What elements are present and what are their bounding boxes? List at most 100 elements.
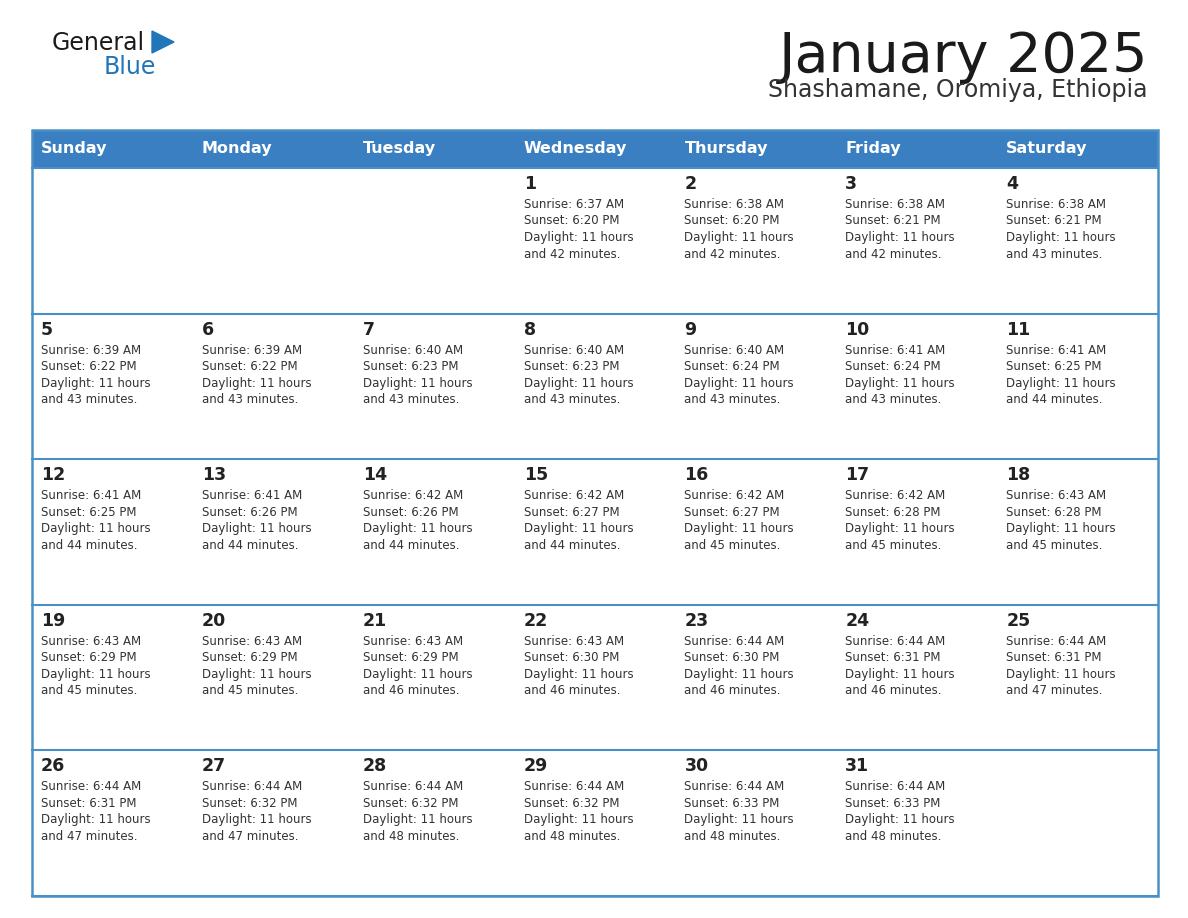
Text: and 47 minutes.: and 47 minutes. [42, 830, 138, 843]
Bar [836, 314, 997, 459]
Text: Sunset: 6:32 PM: Sunset: 6:32 PM [524, 797, 619, 810]
Text: and 43 minutes.: and 43 minutes. [1006, 248, 1102, 261]
Text: Sunrise: 6:44 AM: Sunrise: 6:44 AM [846, 635, 946, 648]
Bar [997, 605, 1158, 750]
Bar [32, 605, 192, 750]
Text: Sunrise: 6:44 AM: Sunrise: 6:44 AM [684, 635, 785, 648]
Text: and 43 minutes.: and 43 minutes. [524, 393, 620, 406]
Text: and 44 minutes.: and 44 minutes. [524, 539, 620, 552]
Text: 24: 24 [846, 611, 870, 630]
Text: Sunset: 6:20 PM: Sunset: 6:20 PM [684, 215, 781, 228]
Text: 3: 3 [846, 175, 858, 193]
Text: and 44 minutes.: and 44 minutes. [362, 539, 460, 552]
Text: Daylight: 11 hours: Daylight: 11 hours [1006, 522, 1116, 535]
Text: Daylight: 11 hours: Daylight: 11 hours [202, 667, 311, 681]
Bar [32, 130, 1158, 896]
Text: Sunset: 6:32 PM: Sunset: 6:32 PM [362, 797, 459, 810]
Bar [354, 314, 514, 459]
Text: and 43 minutes.: and 43 minutes. [846, 393, 942, 406]
Bar [192, 459, 354, 605]
Text: Sunday: Sunday [42, 141, 107, 156]
Bar [997, 459, 1158, 605]
Text: Daylight: 11 hours: Daylight: 11 hours [202, 813, 311, 826]
Bar [32, 130, 1158, 168]
Text: and 45 minutes.: and 45 minutes. [1006, 539, 1102, 552]
Text: Sunset: 6:22 PM: Sunset: 6:22 PM [42, 360, 137, 373]
Text: Daylight: 11 hours: Daylight: 11 hours [684, 231, 794, 244]
Bar [676, 168, 836, 314]
Text: Daylight: 11 hours: Daylight: 11 hours [684, 667, 794, 681]
Text: 9: 9 [684, 320, 696, 339]
Text: 27: 27 [202, 757, 226, 776]
Bar [676, 605, 836, 750]
Bar [997, 168, 1158, 314]
Text: Sunset: 6:33 PM: Sunset: 6:33 PM [684, 797, 779, 810]
Text: and 46 minutes.: and 46 minutes. [684, 684, 781, 698]
Text: Sunrise: 6:39 AM: Sunrise: 6:39 AM [42, 343, 141, 356]
Text: Daylight: 11 hours: Daylight: 11 hours [846, 667, 955, 681]
Text: and 46 minutes.: and 46 minutes. [846, 684, 942, 698]
Text: Daylight: 11 hours: Daylight: 11 hours [684, 376, 794, 389]
Text: and 48 minutes.: and 48 minutes. [846, 830, 942, 843]
Text: 31: 31 [846, 757, 870, 776]
Text: 26: 26 [42, 757, 65, 776]
Text: and 43 minutes.: and 43 minutes. [202, 393, 298, 406]
Text: Sunset: 6:24 PM: Sunset: 6:24 PM [846, 360, 941, 373]
Bar [192, 314, 354, 459]
Text: 2: 2 [684, 175, 696, 193]
Polygon shape [152, 31, 173, 53]
Text: Sunset: 6:33 PM: Sunset: 6:33 PM [846, 797, 941, 810]
Text: Sunset: 6:21 PM: Sunset: 6:21 PM [1006, 215, 1101, 228]
Text: Daylight: 11 hours: Daylight: 11 hours [362, 522, 473, 535]
Text: Sunrise: 6:44 AM: Sunrise: 6:44 AM [42, 780, 141, 793]
Text: Sunset: 6:31 PM: Sunset: 6:31 PM [42, 797, 137, 810]
Text: Daylight: 11 hours: Daylight: 11 hours [524, 522, 633, 535]
Text: and 43 minutes.: and 43 minutes. [42, 393, 138, 406]
Bar [997, 314, 1158, 459]
Text: Sunrise: 6:43 AM: Sunrise: 6:43 AM [524, 635, 624, 648]
Text: Sunrise: 6:43 AM: Sunrise: 6:43 AM [362, 635, 463, 648]
Text: 6: 6 [202, 320, 214, 339]
Text: and 45 minutes.: and 45 minutes. [42, 684, 138, 698]
Text: Sunset: 6:20 PM: Sunset: 6:20 PM [524, 215, 619, 228]
Text: Sunrise: 6:41 AM: Sunrise: 6:41 AM [202, 489, 302, 502]
Text: Daylight: 11 hours: Daylight: 11 hours [42, 376, 151, 389]
Bar [836, 168, 997, 314]
Text: and 45 minutes.: and 45 minutes. [846, 539, 942, 552]
Text: 17: 17 [846, 466, 870, 484]
Text: Sunrise: 6:42 AM: Sunrise: 6:42 AM [846, 489, 946, 502]
Text: Sunrise: 6:41 AM: Sunrise: 6:41 AM [846, 343, 946, 356]
Text: Daylight: 11 hours: Daylight: 11 hours [1006, 231, 1116, 244]
Text: Sunrise: 6:37 AM: Sunrise: 6:37 AM [524, 198, 624, 211]
Bar [836, 750, 997, 896]
Text: and 44 minutes.: and 44 minutes. [202, 539, 298, 552]
Text: 19: 19 [42, 611, 65, 630]
Text: Daylight: 11 hours: Daylight: 11 hours [524, 813, 633, 826]
Text: January 2025: January 2025 [778, 30, 1148, 84]
Text: Friday: Friday [846, 141, 901, 156]
Text: Daylight: 11 hours: Daylight: 11 hours [846, 376, 955, 389]
Text: Sunset: 6:23 PM: Sunset: 6:23 PM [362, 360, 459, 373]
Text: Sunrise: 6:41 AM: Sunrise: 6:41 AM [1006, 343, 1106, 356]
Text: Sunrise: 6:44 AM: Sunrise: 6:44 AM [1006, 635, 1106, 648]
Text: 12: 12 [42, 466, 65, 484]
Bar [514, 605, 676, 750]
Text: Daylight: 11 hours: Daylight: 11 hours [524, 231, 633, 244]
Bar [354, 168, 514, 314]
Bar [32, 314, 192, 459]
Text: Sunset: 6:26 PM: Sunset: 6:26 PM [362, 506, 459, 519]
Text: Sunrise: 6:38 AM: Sunrise: 6:38 AM [1006, 198, 1106, 211]
Text: Sunset: 6:32 PM: Sunset: 6:32 PM [202, 797, 297, 810]
Text: and 48 minutes.: and 48 minutes. [524, 830, 620, 843]
Text: 13: 13 [202, 466, 226, 484]
Text: Sunset: 6:24 PM: Sunset: 6:24 PM [684, 360, 781, 373]
Text: Daylight: 11 hours: Daylight: 11 hours [362, 667, 473, 681]
Text: and 43 minutes.: and 43 minutes. [684, 393, 781, 406]
Text: and 46 minutes.: and 46 minutes. [362, 684, 460, 698]
Text: Daylight: 11 hours: Daylight: 11 hours [42, 522, 151, 535]
Text: Sunrise: 6:44 AM: Sunrise: 6:44 AM [362, 780, 463, 793]
Text: Sunrise: 6:44 AM: Sunrise: 6:44 AM [524, 780, 624, 793]
Text: Sunset: 6:27 PM: Sunset: 6:27 PM [684, 506, 781, 519]
Bar [192, 750, 354, 896]
Text: Sunset: 6:21 PM: Sunset: 6:21 PM [846, 215, 941, 228]
